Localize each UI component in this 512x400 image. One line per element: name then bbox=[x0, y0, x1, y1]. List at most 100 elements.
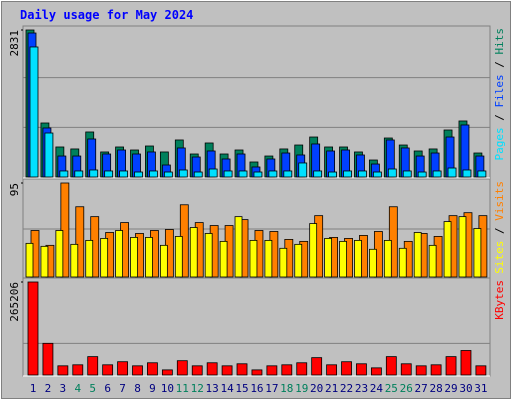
bar bbox=[430, 364, 442, 376]
x-tick-label: 16 bbox=[250, 382, 263, 395]
bar bbox=[473, 228, 482, 278]
bar bbox=[432, 170, 442, 178]
bar bbox=[368, 248, 377, 278]
x-tick-label: 8 bbox=[134, 382, 141, 395]
bar bbox=[402, 170, 412, 178]
x-tick-label: 2 bbox=[45, 382, 52, 395]
bar bbox=[313, 170, 323, 178]
bar bbox=[75, 206, 85, 278]
bar bbox=[74, 170, 84, 178]
plot-area bbox=[22, 277, 491, 377]
bar bbox=[279, 247, 288, 278]
bar bbox=[208, 168, 218, 178]
legend-separator: / bbox=[493, 108, 506, 128]
bar bbox=[328, 171, 338, 178]
legend: Sites / Visits bbox=[493, 181, 506, 274]
bar bbox=[104, 170, 114, 178]
bar bbox=[445, 356, 457, 376]
bar bbox=[294, 243, 303, 278]
bar bbox=[358, 170, 367, 178]
bar bbox=[40, 245, 49, 278]
x-tick-label: 28 bbox=[429, 382, 442, 395]
x-tick-label: 15 bbox=[235, 382, 248, 395]
x-tick-label: 4 bbox=[74, 382, 81, 395]
bar bbox=[55, 230, 64, 278]
bar bbox=[72, 364, 84, 376]
bar bbox=[462, 169, 472, 178]
legend: KBytes bbox=[493, 280, 506, 320]
bar bbox=[115, 230, 123, 278]
bar bbox=[29, 46, 39, 178]
bar bbox=[149, 170, 158, 178]
bar bbox=[354, 239, 362, 278]
x-tick-label: 12 bbox=[191, 382, 204, 395]
bar bbox=[161, 369, 173, 376]
bar bbox=[428, 244, 437, 278]
bar bbox=[44, 132, 54, 178]
bar bbox=[311, 357, 323, 376]
legend-separator: / bbox=[493, 55, 506, 75]
x-tick-label: 27 bbox=[415, 382, 428, 395]
bar bbox=[385, 356, 397, 376]
bar bbox=[281, 364, 293, 376]
legend-entry: Sites bbox=[493, 241, 506, 274]
bar bbox=[145, 237, 153, 278]
x-tick-label: 9 bbox=[149, 382, 156, 395]
legend-entry: Pages bbox=[493, 127, 506, 160]
bar bbox=[89, 169, 99, 178]
bar bbox=[57, 365, 69, 376]
bar bbox=[383, 239, 392, 278]
x-tick-label: 10 bbox=[161, 382, 174, 395]
legend-entry: KBytes bbox=[493, 280, 506, 320]
bar bbox=[356, 363, 367, 376]
bar bbox=[117, 361, 128, 376]
bar bbox=[204, 233, 213, 278]
x-tick-label: 14 bbox=[220, 382, 234, 395]
bar bbox=[163, 171, 173, 178]
bar bbox=[42, 342, 54, 376]
x-tick-label: 13 bbox=[206, 382, 219, 395]
bar bbox=[219, 240, 228, 278]
bar bbox=[413, 232, 422, 278]
bar bbox=[398, 247, 407, 278]
bar bbox=[264, 239, 273, 278]
bar bbox=[102, 364, 114, 376]
x-tick-label: 1 bbox=[30, 382, 37, 395]
bar bbox=[370, 367, 382, 376]
bar bbox=[189, 227, 198, 278]
x-tick-label: 11 bbox=[176, 382, 189, 395]
bar bbox=[268, 170, 278, 178]
legend-entry: Files bbox=[493, 74, 506, 107]
bar bbox=[70, 243, 79, 278]
bar bbox=[206, 362, 218, 376]
bar bbox=[191, 365, 203, 376]
bar bbox=[159, 244, 168, 278]
chart-title: Daily usage for May 2024 bbox=[20, 8, 193, 22]
x-tick-label: 26 bbox=[400, 382, 413, 395]
x-tick-label: 5 bbox=[89, 382, 96, 395]
bar bbox=[251, 369, 263, 376]
x-tick-label: 6 bbox=[104, 382, 111, 395]
bar bbox=[400, 363, 412, 376]
bar bbox=[100, 238, 109, 278]
bar bbox=[174, 236, 183, 278]
bar bbox=[25, 242, 34, 278]
bar bbox=[87, 356, 99, 376]
legend-entry: Hits bbox=[493, 28, 506, 55]
bar bbox=[417, 171, 427, 178]
x-tick-label: 7 bbox=[119, 382, 126, 395]
bar bbox=[460, 124, 470, 178]
bar bbox=[132, 365, 143, 376]
legend-separator: / bbox=[493, 221, 506, 241]
bar bbox=[458, 216, 467, 278]
bar bbox=[443, 221, 452, 278]
x-tick-label: 23 bbox=[355, 382, 368, 395]
x-tick-label: 20 bbox=[310, 382, 323, 395]
bar bbox=[475, 365, 487, 376]
bar bbox=[415, 365, 427, 376]
x-tick-label: 18 bbox=[280, 382, 293, 395]
bar bbox=[119, 170, 128, 178]
bar bbox=[460, 350, 472, 376]
bar bbox=[249, 239, 258, 278]
